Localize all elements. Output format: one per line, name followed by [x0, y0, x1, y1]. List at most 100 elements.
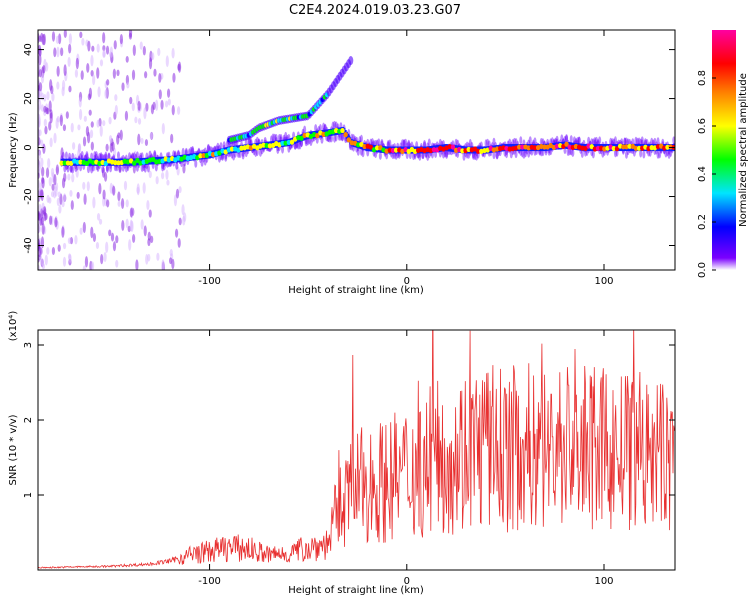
heatmap-halo: [132, 152, 136, 161]
heatmap-cell: [450, 144, 456, 150]
heatmap-noise: [53, 132, 57, 144]
heatmap-noise: [41, 263, 45, 270]
heatmap-halo: [217, 154, 221, 163]
snr-ylabel: SNR (10 * v/v): [8, 414, 19, 485]
heatmap-noise: [174, 161, 179, 171]
heatmap-noise: [109, 142, 113, 153]
heatmap-cell: [150, 156, 156, 163]
heatmap-noise: [49, 137, 53, 148]
heatmap-halo: [273, 133, 277, 142]
heatmap-halo: [623, 137, 627, 146]
heatmap-halo: [64, 151, 68, 160]
heatmap-noise: [38, 119, 41, 128]
heatmap-halo: [329, 134, 333, 143]
heatmap-cell: [78, 159, 83, 165]
heatmap-halo: [514, 150, 518, 159]
heatmap-halo: [206, 144, 210, 153]
heatmap-halo: [105, 164, 109, 173]
heatmap-noise: [120, 198, 125, 209]
heatmap-halo: [80, 150, 84, 159]
heatmap-noise: [58, 204, 62, 214]
heatmap-halo: [85, 151, 89, 160]
heatmap-noise: [82, 181, 86, 190]
heatmap-cell: [621, 144, 626, 150]
heatmap-noise: [105, 143, 109, 152]
heatmap-noise: [109, 46, 113, 58]
spectrogram-panel: -100 0 100 -40 -20 0 20 40 Height of straight l…: [8, 29, 676, 296]
heatmap-halo: [340, 133, 344, 142]
x-tick-label: 100: [594, 276, 613, 287]
heatmap-noise: [108, 229, 112, 237]
heatmap-noise: [125, 199, 129, 208]
heatmap-halo: [124, 164, 128, 173]
heatmap-halo: [191, 147, 195, 156]
heatmap-noise: [86, 181, 90, 192]
heatmap-noise: [137, 133, 141, 146]
heatmap-noise: [87, 93, 91, 101]
heatmap-halo: [189, 146, 193, 155]
heatmap-cell: [356, 142, 361, 148]
y-tick-label: 20: [23, 92, 34, 105]
heatmap-halo: [74, 164, 78, 173]
heatmap-noise: [108, 135, 113, 143]
heatmap-halo: [468, 139, 472, 148]
heatmap-noise: [68, 33, 72, 45]
heatmap-noise: [124, 110, 129, 121]
heatmap-noise: [102, 49, 106, 58]
y-tick-label: -40: [23, 237, 34, 253]
heatmap-halo: [162, 162, 166, 171]
heatmap-noise: [144, 139, 149, 147]
heatmap-halo: [593, 137, 597, 146]
heatmap-halo: [135, 163, 139, 172]
heatmap-noise: [76, 191, 80, 199]
heatmap-noise: [86, 62, 90, 73]
heatmap-noise: [82, 221, 86, 234]
heatmap-noise: [114, 104, 118, 116]
heatmap-noise: [174, 228, 179, 238]
heatmap-halo: [306, 137, 310, 146]
heatmap-cell: [135, 157, 140, 163]
heatmap-noise: [177, 63, 181, 71]
colorbar-tick-label: 0.6: [697, 118, 708, 134]
heatmap-halo: [462, 152, 466, 161]
heatmap-halo: [143, 164, 147, 173]
heatmap-halo: [68, 152, 72, 161]
heatmap-halo: [107, 152, 111, 161]
heatmap-halo: [271, 133, 275, 142]
heatmap-halo: [380, 138, 384, 147]
heatmap-halo: [566, 148, 570, 157]
heatmap-noise: [121, 220, 125, 231]
heatmap-halo: [276, 145, 280, 154]
heatmap-halo: [69, 163, 73, 172]
heatmap-halo: [609, 137, 613, 146]
heatmap-noise: [151, 52, 155, 61]
heatmap-halo: [232, 152, 236, 161]
heatmap-noise: [92, 196, 96, 209]
heatmap-noise: [158, 89, 162, 100]
heatmap-halo: [203, 157, 207, 166]
y-tick-label: 1: [23, 492, 34, 498]
heatmap-cell: [62, 160, 68, 166]
heatmap-noise: [55, 117, 59, 129]
heatmap-cell: [595, 145, 601, 151]
snr-series-line: [38, 330, 675, 569]
heatmap-halo: [495, 151, 499, 160]
heatmap-noise: [134, 116, 138, 124]
heatmap-noise: [171, 104, 175, 116]
heatmap-noise: [140, 219, 144, 230]
heatmap-noise: [137, 118, 142, 125]
heatmap-noise: [81, 37, 85, 46]
heatmap-noise: [99, 59, 104, 67]
heatmap-noise: [39, 189, 43, 199]
heatmap-noise: [95, 241, 100, 250]
heatmap-halo: [402, 139, 406, 148]
heatmap-noise: [112, 241, 117, 252]
heatmap-noise: [61, 177, 66, 189]
heatmap-noise: [178, 217, 182, 226]
heatmap-halo: [634, 136, 638, 145]
heatmap-cell: [649, 145, 654, 151]
heatmap-halo: [337, 132, 341, 141]
heatmap-noise: [43, 105, 47, 113]
heatmap-noise: [123, 180, 128, 191]
heatmap-cell: [614, 146, 620, 152]
